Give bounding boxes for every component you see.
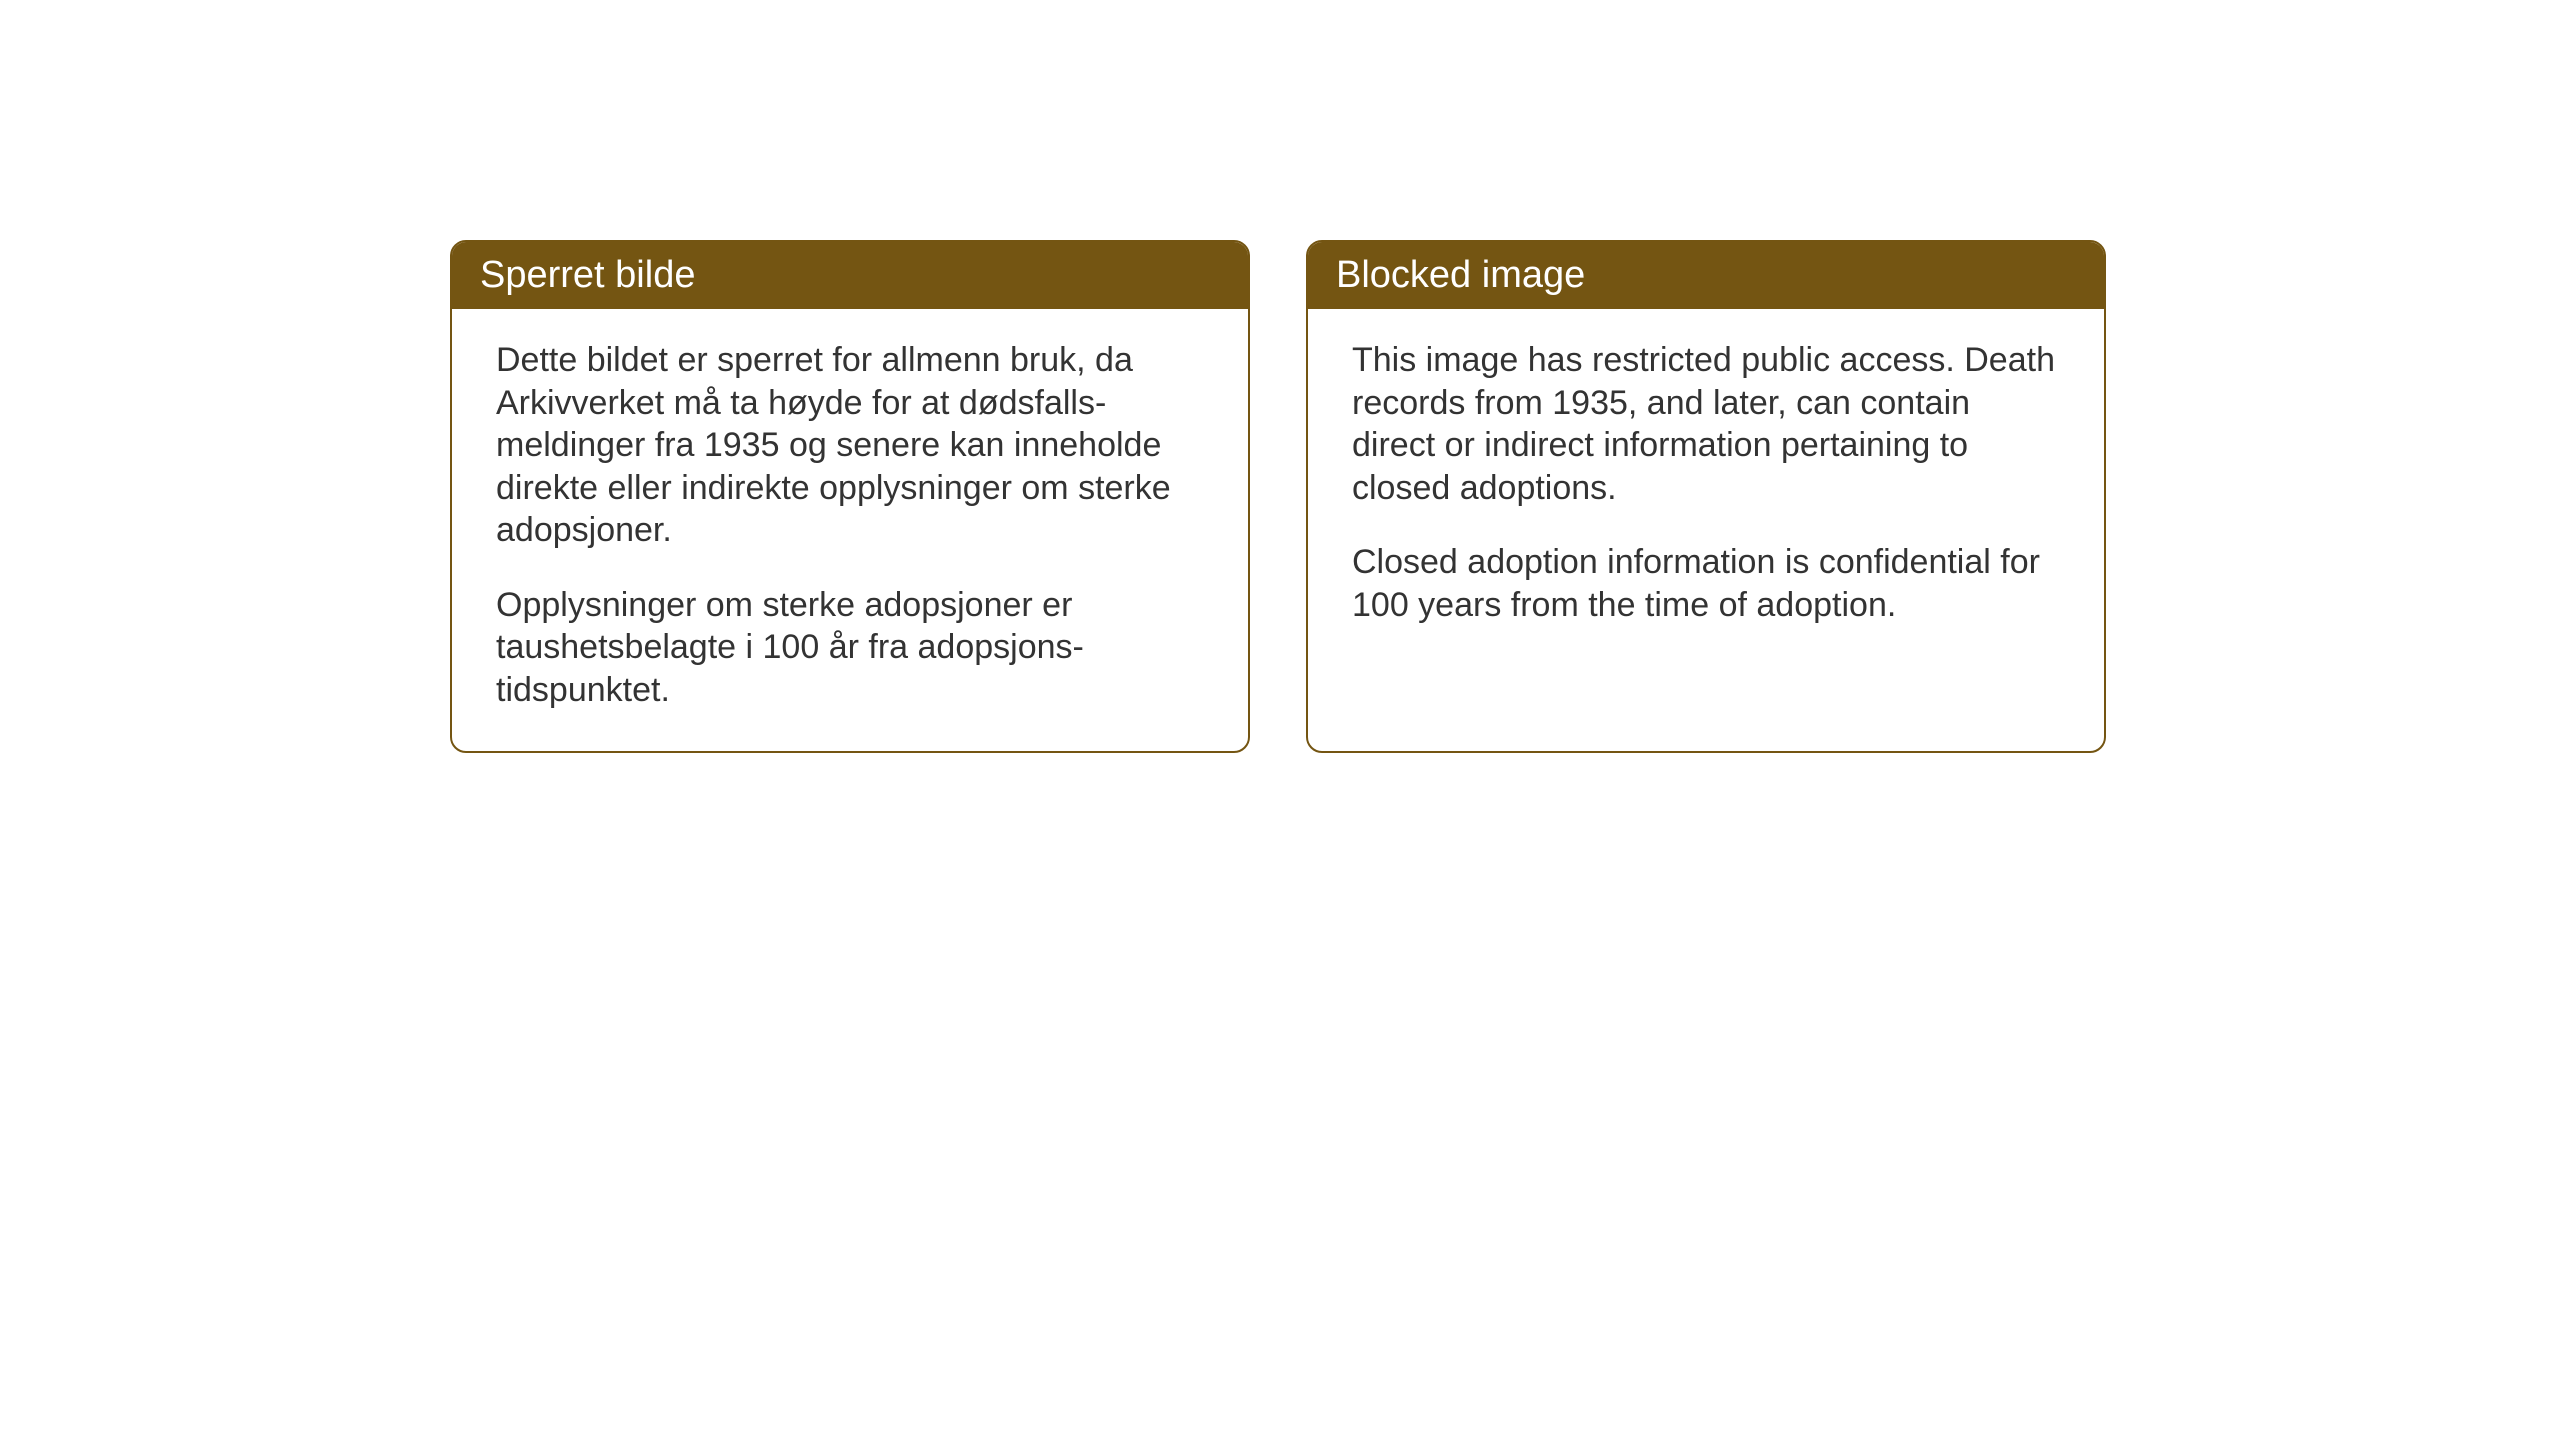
- norwegian-notice-card: Sperret bilde Dette bildet er sperret fo…: [450, 240, 1250, 753]
- norwegian-paragraph-1: Dette bildet er sperret for allmenn bruk…: [496, 339, 1204, 552]
- norwegian-card-title: Sperret bilde: [452, 242, 1248, 309]
- english-paragraph-1: This image has restricted public access.…: [1352, 339, 2060, 509]
- english-paragraph-2: Closed adoption information is confident…: [1352, 541, 2060, 626]
- english-notice-card: Blocked image This image has restricted …: [1306, 240, 2106, 753]
- norwegian-card-body: Dette bildet er sperret for allmenn bruk…: [452, 309, 1248, 751]
- english-card-title: Blocked image: [1308, 242, 2104, 309]
- norwegian-paragraph-2: Opplysninger om sterke adopsjoner er tau…: [496, 584, 1204, 712]
- notice-container: Sperret bilde Dette bildet er sperret fo…: [450, 240, 2106, 753]
- english-card-body: This image has restricted public access.…: [1308, 309, 2104, 749]
